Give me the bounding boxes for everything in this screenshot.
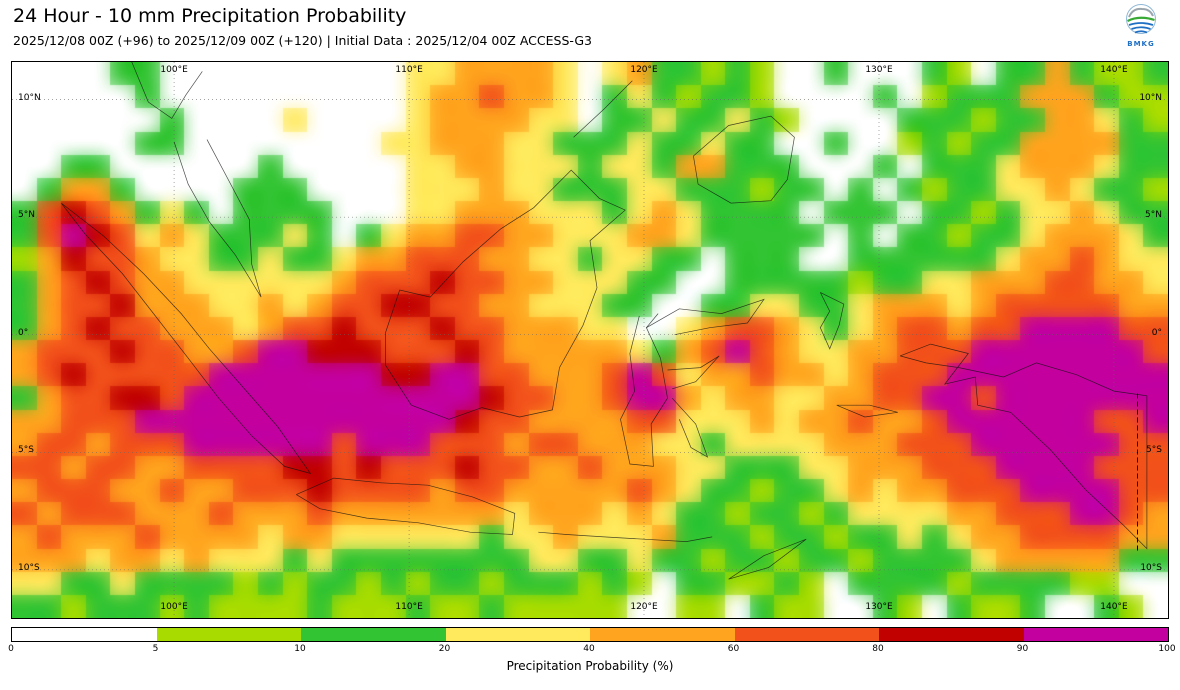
colorbar-tick: 60 bbox=[727, 644, 740, 654]
colorbar-segment bbox=[156, 628, 301, 641]
lat-tick-label-right: 10°N bbox=[1139, 92, 1162, 103]
colorbar-tick: 0 bbox=[8, 644, 14, 654]
lat-tick-label-right: 5°N bbox=[1145, 210, 1162, 221]
bmkg-logo-text: BMKG bbox=[1127, 40, 1155, 48]
map-overlay-gridlines-coastlines bbox=[12, 62, 1168, 618]
colorbar-segment bbox=[445, 628, 590, 641]
colorbar bbox=[11, 627, 1169, 642]
lat-tick-label-left: 5°N bbox=[18, 210, 35, 221]
lon-tick-label-top: 130°E bbox=[865, 65, 893, 75]
lon-tick-label-bottom: 140°E bbox=[1100, 602, 1128, 612]
colorbar-tick: 80 bbox=[872, 644, 884, 654]
lon-tick-label-top: 110°E bbox=[395, 65, 423, 75]
precipitation-heatmap-canvas bbox=[12, 62, 1168, 618]
colorbar-tick: 5 bbox=[152, 644, 159, 654]
lat-tick-label-right: 0° bbox=[1151, 327, 1162, 338]
lon-tick-label-top: 100°E bbox=[160, 65, 188, 75]
colorbar-tick-labels: 0 5 10 20 40 60 80 90 100 bbox=[8, 644, 1175, 655]
lon-tick-label-bottom: 120°E bbox=[630, 602, 658, 612]
map-area: 100°E 100°E 110°E 110°E 120°E 120°E 130°E 130°E… bbox=[11, 61, 1169, 619]
lat-tick-label-left: 10°N bbox=[18, 92, 41, 103]
lat-tick-label-left: 0° bbox=[18, 327, 29, 338]
colorbar-segment bbox=[12, 628, 157, 641]
colorbar-segment bbox=[879, 628, 1024, 641]
colorbar-segment bbox=[734, 628, 879, 641]
lon-tick-label-top: 140°E bbox=[1100, 65, 1128, 75]
lat-tick-label-left: 10°S bbox=[18, 562, 40, 573]
lon-tick-label-bottom: 100°E bbox=[160, 602, 188, 612]
colorbar-segment bbox=[590, 628, 735, 641]
bmkg-logo-icon bbox=[1126, 4, 1156, 34]
lat-tick-label-right: 10°S bbox=[1140, 562, 1162, 573]
colorbar-tick: 20 bbox=[438, 644, 451, 654]
colorbar-tick: 90 bbox=[1016, 644, 1029, 654]
lon-tick-label-bottom: 110°E bbox=[395, 602, 423, 612]
lat-tick-label-left: 5°S bbox=[18, 445, 34, 456]
page-title: 24 Hour - 10 mm Precipitation Probabilit… bbox=[13, 5, 407, 27]
forecast-period-subtitle: 2025/12/08 00Z (+96) to 2025/12/09 00Z (… bbox=[13, 33, 592, 48]
colorbar-segment bbox=[301, 628, 446, 641]
lon-tick-label-bottom: 130°E bbox=[865, 602, 893, 612]
bmkg-logo: BMKG bbox=[1118, 2, 1164, 48]
colorbar-tick: 10 bbox=[294, 644, 306, 654]
colorbar-segment bbox=[1023, 628, 1168, 641]
colorbar-axis-label: Precipitation Probability (%) bbox=[506, 659, 674, 673]
lon-tick-label-top: 120°E bbox=[630, 65, 658, 75]
colorbar-tick: 100 bbox=[1158, 644, 1176, 654]
lat-tick-label-right: 5°S bbox=[1146, 445, 1162, 456]
colorbar-tick: 40 bbox=[583, 644, 595, 654]
